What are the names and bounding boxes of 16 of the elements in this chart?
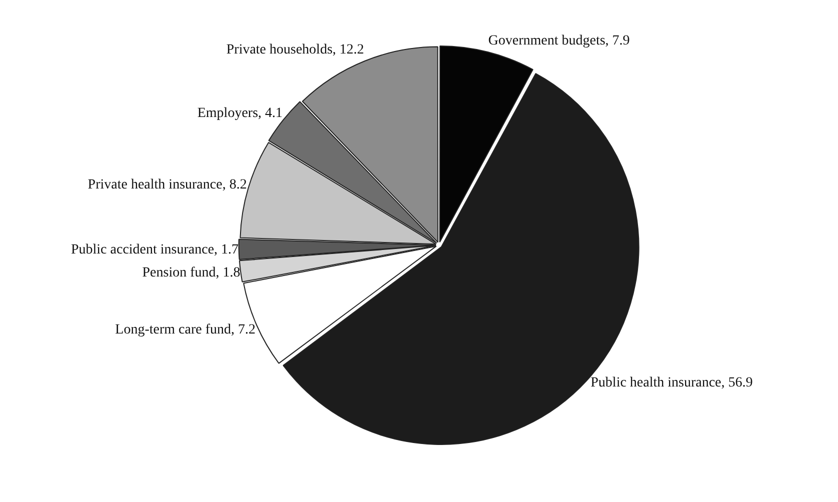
data-label: , 1.7	[214, 242, 239, 258]
slice-label: Long-term care fund	[115, 322, 232, 338]
slice-label: Pension fund	[142, 265, 216, 280]
slice-label: Government budgets	[488, 34, 606, 49]
data-label: , 8.2	[222, 178, 247, 193]
data-label: , 12.2	[332, 42, 364, 58]
data-label: , 4.1	[258, 106, 283, 122]
slice-label: Private health insurance	[88, 178, 222, 193]
data-label: , 7.2	[230, 322, 256, 338]
slice-label: Employers	[197, 106, 258, 122]
slice-label: Public health insurance	[590, 375, 722, 390]
data-label: , 7.9	[605, 34, 630, 49]
slice-label: Public accident insurance	[70, 242, 214, 258]
data-label: , 56.9	[721, 375, 753, 390]
data-label: , 1.8	[216, 265, 240, 280]
slice-label: Private households	[226, 42, 333, 58]
